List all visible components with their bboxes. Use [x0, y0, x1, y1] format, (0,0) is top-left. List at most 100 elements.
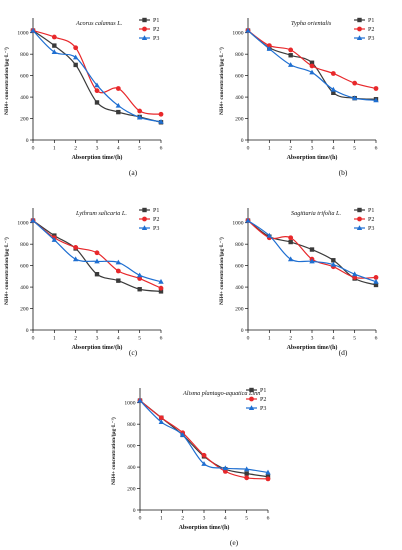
data-point-p2 [137, 276, 143, 281]
data-point-p3 [222, 465, 229, 471]
panel-caption: (e) [230, 538, 239, 547]
data-point-p2 [73, 45, 79, 51]
data-point-p3 [330, 86, 337, 92]
x-tick-label: 3 [311, 146, 314, 152]
data-point-p2 [115, 268, 121, 274]
x-tick-label: 1 [268, 336, 271, 342]
data-point-p2 [288, 47, 294, 53]
legend-label-p3: P3 [153, 36, 159, 42]
data-point-p2 [94, 88, 100, 94]
x-axis-label: Absorption time/(h) [287, 344, 338, 351]
x-tick-label: 1 [53, 336, 56, 342]
data-point-p2 [373, 86, 379, 91]
y-tick-label: 0 [26, 138, 29, 144]
chart-title: Lythrum salicaria L. [75, 210, 127, 217]
x-tick-label: 6 [375, 336, 378, 342]
legend-marker-p1 [142, 17, 147, 23]
data-point-p1 [94, 100, 100, 105]
legend-marker-p3 [356, 225, 363, 230]
y-tick-label: 600 [20, 74, 29, 80]
y-axis-label: NH4+ concentration/(μg·L⁻¹) [218, 237, 225, 305]
legend-marker-p2 [357, 216, 362, 222]
series-line-p2 [139, 400, 269, 480]
chart-panel-2: 0 200 400 600 800 1000 0 1 2 3 4 5 6 Absorption time/… [218, 17, 379, 177]
data-point-p3 [51, 237, 58, 242]
y-axis-label: NH4+ concentration/(μg·L⁻¹) [110, 417, 117, 485]
y-tick-label: 400 [235, 285, 244, 291]
y-tick-label: 0 [133, 508, 136, 514]
data-point-p3 [330, 261, 337, 267]
legend-label-p2: P2 [153, 217, 159, 223]
x-tick-label: 2 [181, 516, 184, 522]
x-tick-label: 2 [74, 146, 77, 152]
chart-panel-1: 0 200 400 600 800 1000 0 1 2 3 4 5 6 Absorption time/… [3, 17, 164, 177]
y-tick-label: 200 [235, 307, 244, 313]
legend-marker-p2 [249, 396, 254, 402]
x-tick-label: 0 [247, 336, 250, 342]
data-point-p2 [266, 43, 272, 48]
x-axis-label: Absorption time/(h) [179, 524, 230, 531]
x-tick-label: 6 [375, 146, 378, 152]
chart-panel-5: 0 200 400 600 800 1000 0 1 2 3 4 5 6 Absorption time/… [110, 387, 271, 547]
y-tick-label: 400 [20, 285, 29, 291]
data-point-p1 [52, 43, 57, 48]
y-tick-label: 800 [235, 242, 244, 248]
legend-label-p3: P3 [368, 226, 374, 232]
data-point-p3 [309, 69, 315, 75]
legend-marker-p3 [356, 35, 363, 40]
data-point-p2 [94, 250, 100, 256]
data-point-p3 [136, 272, 143, 278]
data-point-p2 [352, 80, 358, 86]
data-point-p3 [136, 114, 143, 120]
legend-marker-p3 [141, 225, 148, 230]
legend-label-p1: P1 [260, 388, 266, 394]
y-tick-label: 600 [20, 264, 29, 270]
data-point-p3 [72, 54, 79, 60]
legend-marker-p3 [248, 405, 255, 410]
x-tick-label: 2 [74, 336, 77, 342]
data-point-p2 [158, 415, 164, 421]
x-axis-label: Absorption time/(h) [72, 344, 123, 351]
x-tick-label: 5 [138, 336, 141, 342]
x-tick-label: 1 [53, 146, 56, 152]
data-point-p1 [158, 289, 164, 294]
data-point-p1 [331, 258, 336, 263]
legend-label-p2: P2 [368, 217, 374, 223]
panel-caption: (d) [339, 348, 348, 357]
x-tick-label: 0 [139, 516, 142, 522]
chart-title: Typha orientalis [291, 20, 332, 27]
legend-marker-p2 [142, 26, 147, 32]
x-tick-label: 0 [247, 146, 250, 152]
legend-label-p1: P1 [153, 18, 159, 24]
data-point-p1 [288, 53, 293, 58]
data-point-p3 [115, 259, 122, 265]
data-point-p3 [30, 217, 36, 223]
data-point-p2 [288, 235, 294, 241]
x-tick-label: 3 [311, 336, 314, 342]
legend-marker-p1 [142, 207, 147, 213]
data-point-p2 [330, 71, 336, 76]
data-point-p1 [116, 109, 121, 115]
y-tick-label: 600 [235, 74, 244, 80]
panel-caption: (c) [129, 348, 138, 357]
data-point-p2 [244, 475, 250, 481]
data-point-p3 [179, 432, 186, 437]
data-point-p2 [373, 275, 379, 280]
data-point-p3 [351, 271, 358, 277]
y-tick-label: 400 [127, 465, 136, 471]
x-tick-label: 4 [117, 336, 120, 342]
legend-marker-p1 [357, 207, 362, 213]
y-tick-label: 800 [127, 422, 136, 428]
legend-label-p1: P1 [153, 208, 159, 214]
y-tick-label: 800 [235, 52, 244, 58]
y-tick-label: 1000 [124, 401, 135, 407]
x-tick-label: 3 [96, 146, 99, 152]
x-tick-label: 5 [353, 146, 356, 152]
x-tick-label: 6 [160, 146, 163, 152]
data-point-p3 [266, 232, 273, 238]
y-tick-label: 200 [20, 307, 29, 313]
x-tick-label: 6 [160, 336, 163, 342]
chart-panel-3: 0 200 400 600 800 1000 0 1 2 3 4 5 6 Absorption time/… [3, 207, 164, 357]
y-tick-label: 1000 [232, 221, 243, 227]
